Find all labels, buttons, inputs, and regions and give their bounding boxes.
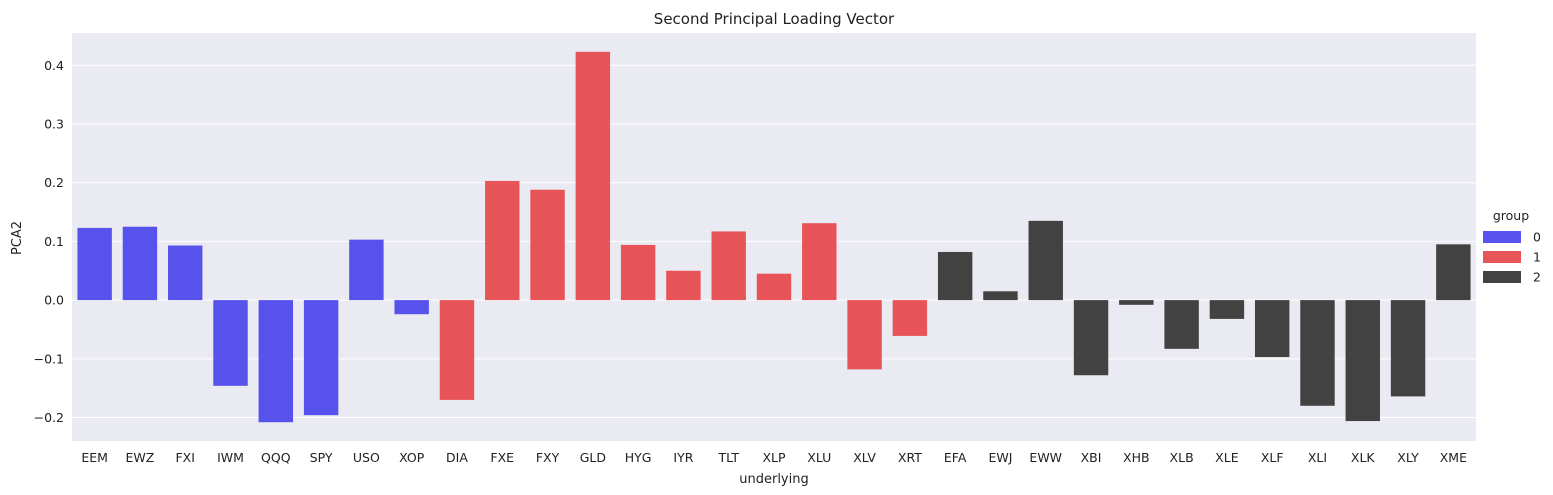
x-tick-label: FXE [490, 450, 514, 465]
x-tick-label: XBI [1081, 450, 1102, 465]
bar-xrt [892, 300, 928, 336]
bar-xme [1436, 244, 1471, 301]
bars [77, 51, 1471, 423]
y-axis-label: PCA2 [10, 221, 25, 255]
x-tick-label: XME [1440, 450, 1467, 465]
bar-efa [937, 251, 973, 301]
legend-label: 2 [1533, 270, 1541, 285]
x-tick-label: XLI [1308, 450, 1327, 465]
x-tick-label: XLE [1215, 450, 1239, 465]
bar-xlp [756, 273, 792, 301]
legend-label: 0 [1533, 230, 1541, 245]
y-tick-label: −0.1 [34, 351, 64, 366]
legend-swatch [1483, 251, 1521, 263]
x-tick-label: DIA [446, 450, 468, 465]
y-axis: −0.2 −0.1 0.0 0.1 0.2 0.3 0.4 [34, 58, 64, 425]
bar-dia [439, 300, 475, 400]
bar-eem [77, 227, 112, 301]
y-tick-label: 0.1 [44, 234, 64, 249]
x-tick-label: TLT [717, 450, 739, 465]
y-tick-label: −0.2 [34, 410, 64, 425]
x-tick-label: QQQ [261, 450, 291, 465]
x-tick-label: GLD [580, 450, 606, 465]
y-tick-label: 0.3 [44, 116, 64, 131]
x-tick-label: XOP [399, 450, 425, 465]
x-tick-label: XLB [1170, 450, 1194, 465]
bar-fxi [168, 245, 203, 301]
bar-xlv [847, 300, 882, 370]
legend-title: group [1493, 208, 1529, 223]
bar-uso [349, 239, 384, 301]
bar-xop [394, 300, 429, 315]
bar-iyr [666, 270, 701, 301]
bar-tlt [711, 231, 746, 301]
y-tick-label: 0.0 [44, 293, 64, 308]
bar-xlb [1164, 300, 1199, 349]
y-tick-label: 0.2 [44, 175, 64, 190]
bar-iwm [213, 300, 248, 386]
x-tick-label: EFA [944, 450, 967, 465]
bar-xle [1209, 300, 1245, 319]
bar-eww [1028, 220, 1063, 301]
bar-xlu [802, 223, 837, 301]
bar-xbi [1073, 300, 1109, 376]
x-tick-label: IYR [673, 450, 693, 465]
x-tick-label: HYG [625, 450, 652, 465]
bar-qqq [258, 300, 294, 423]
x-tick-label: XHB [1123, 450, 1150, 465]
x-tick-label: FXY [536, 450, 560, 465]
bar-fxe [485, 180, 520, 301]
x-tick-label: SPY [310, 450, 333, 465]
x-tick-label: EWW [1029, 450, 1062, 465]
x-axis-label: underlying [739, 472, 808, 487]
bar-spy [303, 300, 339, 416]
legend-swatch [1483, 231, 1521, 243]
x-axis: EEM EWZ FXI IWM QQQ SPY USO XOP DIA FXE FXY GLD HYG I… [81, 450, 1467, 465]
bar-hyg [620, 244, 656, 301]
bar-ewj [983, 291, 1018, 301]
x-tick-label: EWZ [126, 450, 155, 465]
x-tick-label: EEM [81, 450, 108, 465]
x-tick-label: XLV [853, 450, 876, 465]
x-tick-label: XLK [1351, 450, 1376, 465]
x-tick-label: XLF [1261, 450, 1284, 465]
y-tick-label: 0.4 [44, 58, 64, 73]
bar-xly [1390, 300, 1426, 397]
x-tick-label: USO [353, 450, 380, 465]
x-tick-label: EWJ [988, 450, 1012, 465]
bar-fxy [530, 189, 565, 301]
x-tick-label: XLU [807, 450, 831, 465]
x-tick-label: IWM [217, 450, 244, 465]
bar-xli [1300, 300, 1335, 406]
legend-swatch [1483, 271, 1521, 283]
chart-title: Second Principal Loading Vector [654, 10, 895, 28]
x-tick-label: XLP [762, 450, 786, 465]
bar-xlf [1254, 300, 1290, 358]
bar-ewz [122, 226, 158, 301]
legend: group 0 1 2 [1483, 208, 1541, 285]
x-tick-label: XLY [1397, 450, 1419, 465]
bar-gld [575, 51, 611, 301]
x-tick-label: XRT [898, 450, 922, 465]
bar-xlk [1345, 300, 1380, 422]
bar-xhb [1119, 300, 1154, 305]
legend-label: 1 [1533, 250, 1541, 265]
x-tick-label: FXI [175, 450, 194, 465]
